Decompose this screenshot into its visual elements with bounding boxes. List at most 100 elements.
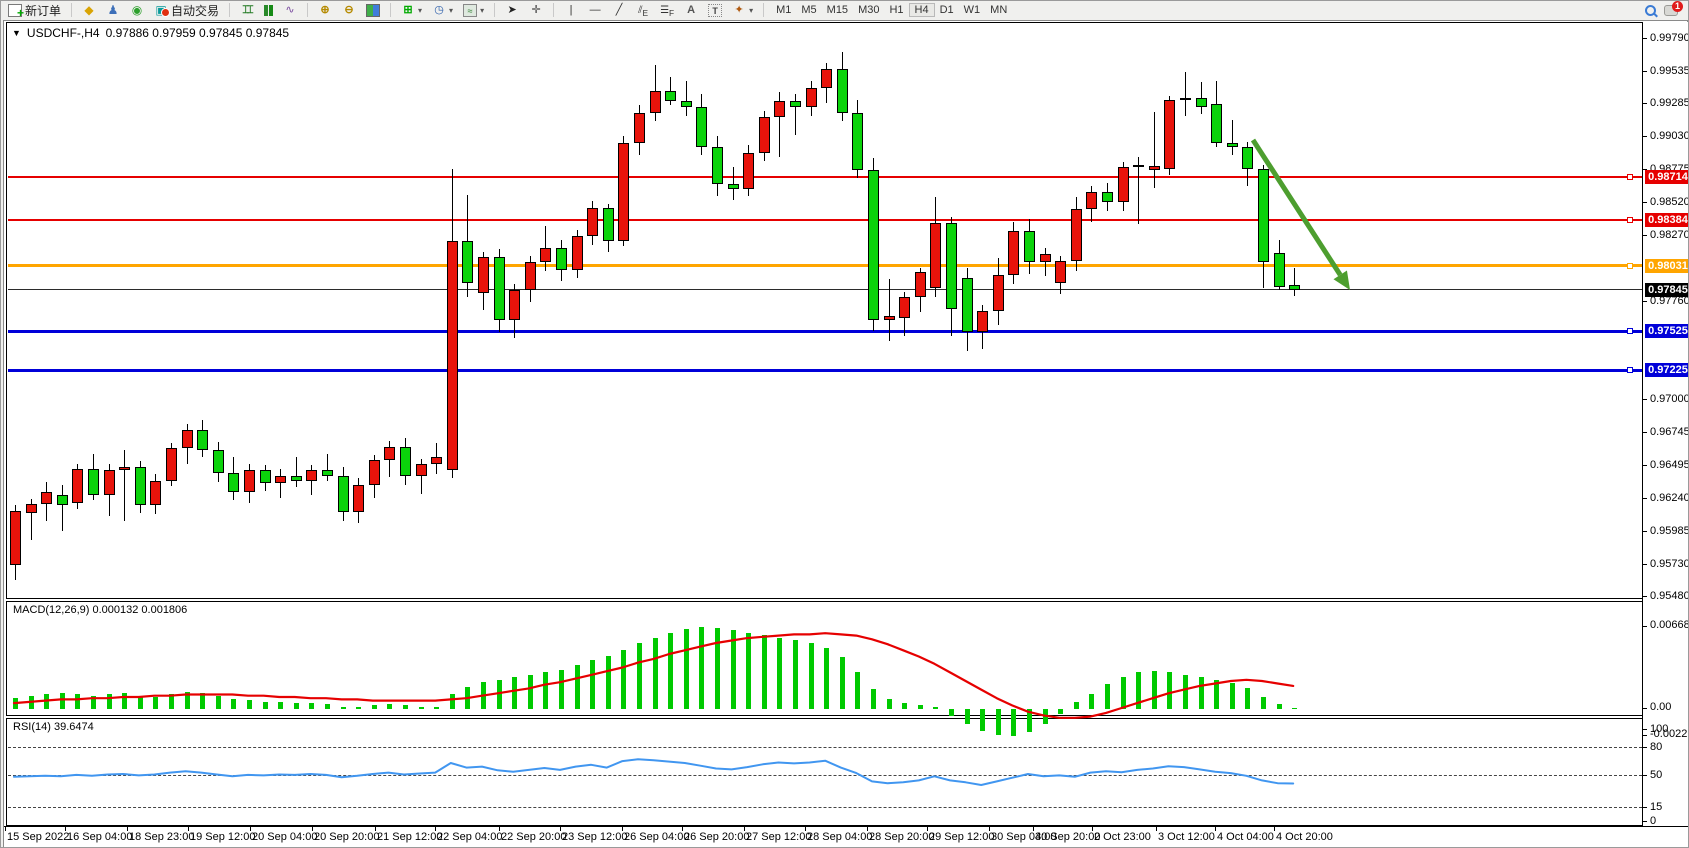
timeframe-button-H4[interactable]: H4 <box>908 3 935 17</box>
timeframe-button-M30[interactable]: M30 <box>858 4 880 16</box>
candle-bull <box>743 153 755 190</box>
candle-wick <box>61 484 63 532</box>
candle-bull <box>25 504 37 514</box>
candle-wick <box>779 92 781 158</box>
new-order-button[interactable]: 新订单 <box>5 2 64 20</box>
line-handle[interactable] <box>1627 217 1633 224</box>
vertical-line-tool-button[interactable]: | <box>561 2 581 18</box>
candle-wick <box>670 76 672 106</box>
candle-bear <box>462 241 474 283</box>
macd-histogram-bar <box>824 647 830 709</box>
rsi-panel[interactable]: RSI(14) 39.6474 <box>6 718 1643 826</box>
timeframe-button-H1[interactable]: H1 <box>889 4 904 16</box>
rsi-tick-label: 50 <box>1650 769 1663 781</box>
time-label: 21 Sep 12:00 <box>377 831 443 843</box>
crosshair-tool-button[interactable]: ✛ <box>526 2 546 18</box>
signal-icon: ◉ <box>131 2 143 17</box>
horizontal-line-0.98714[interactable] <box>8 176 1642 179</box>
bar-chart-button[interactable]: ⌶⌶ <box>237 2 257 18</box>
announcement-button[interactable]: ◆ <box>79 2 99 18</box>
signals-button[interactable]: ◉ <box>127 2 147 18</box>
horizontal-line-0.97225[interactable] <box>8 368 1642 372</box>
candle-bull <box>306 470 318 481</box>
zoom-out-button[interactable]: ⊖ <box>339 2 359 18</box>
macd-histogram-bar <box>527 674 533 709</box>
toolbar-separator <box>553 3 555 17</box>
price-tick <box>1643 169 1647 171</box>
tile-windows-button[interactable] <box>363 2 383 18</box>
candle-bull <box>478 256 489 294</box>
macd-histogram-bar <box>75 694 81 709</box>
macd-histogram-bar <box>481 682 486 709</box>
macd-histogram-bar <box>200 693 206 709</box>
notifications-icon[interactable]: 1 <box>1664 1 1683 16</box>
candle-bull <box>649 91 661 114</box>
time-label: 2 Oct 23:00 <box>1094 831 1151 843</box>
candle-bull <box>571 236 583 270</box>
macd-histogram-bar <box>1183 674 1188 709</box>
time-tick <box>1092 827 1093 831</box>
price-scale[interactable]: 0.997900.995350.992850.990300.987750.985… <box>1642 22 1689 827</box>
text-label-tool-button[interactable]: T <box>705 2 725 18</box>
periods-button[interactable]: ◷ ▾ <box>429 2 456 18</box>
time-label: 26 Sep 20:00 <box>684 831 750 843</box>
time-tick <box>250 827 251 831</box>
time-tick <box>1033 827 1034 831</box>
one-click-trading-toggle-icon[interactable]: ▼ <box>12 28 21 38</box>
candle-bear <box>696 106 708 147</box>
fibonacci-tool-button[interactable]: ☰F <box>657 2 677 18</box>
price-tick <box>1643 38 1647 39</box>
toolbar-separator <box>307 3 309 17</box>
timeframe-button-D1[interactable]: D1 <box>939 4 954 16</box>
zoom-out-icon: ⊖ <box>344 3 354 16</box>
line-chart-button[interactable]: ∿ <box>280 2 300 18</box>
macd-tick <box>1643 735 1647 737</box>
time-tick <box>435 827 436 831</box>
horizontal-line-0.97525[interactable] <box>8 329 1642 333</box>
candlestick-chart-button[interactable] <box>261 2 276 18</box>
horizontal-line-0.98031[interactable] <box>8 264 1642 268</box>
macd-histogram-bar <box>137 695 143 709</box>
macd-histogram-bar <box>980 709 986 732</box>
timeframe-button-M15[interactable]: M15 <box>826 4 849 16</box>
candle-bull <box>758 116 770 154</box>
macd-histogram-bar <box>995 709 1001 735</box>
time-scale[interactable]: 15 Sep 2022 16 Sep 04:00 18 Sep 23:00 19 Se… <box>4 826 1688 847</box>
horizontal-line-0.97845[interactable] <box>8 289 1642 291</box>
arrows-tool-button[interactable]: ✦ ▾ <box>729 2 756 18</box>
indicators-button[interactable]: ⊞ ▾ <box>398 2 425 18</box>
macd-histogram-bar <box>1292 707 1298 709</box>
price-tick-label: 0.96495 <box>1650 458 1689 471</box>
price-tick-label: 0.98520 <box>1650 196 1689 209</box>
zoom-in-button[interactable]: ⊕ <box>315 2 335 18</box>
time-label: 20 Sep 20:00 <box>314 831 380 843</box>
macd-panel[interactable]: MACD(12,26,9) 0.000132 0.001806 <box>6 601 1643 736</box>
timeframe-button-MN[interactable]: MN <box>990 4 1008 16</box>
time-label: 30 Sep 20:00 <box>1035 831 1101 843</box>
price-tick-label: 0.97000 <box>1650 393 1689 406</box>
price-tick <box>1643 530 1647 532</box>
profile-button[interactable]: ♟ <box>103 2 123 18</box>
line-handle[interactable] <box>1627 174 1633 181</box>
candle-bull <box>587 207 599 237</box>
auto-trading-button[interactable]: ▣ 自动交易 <box>151 2 222 18</box>
candle-wick <box>124 449 126 521</box>
search-icon[interactable] <box>1645 4 1656 16</box>
timeframe-button-W1[interactable]: W1 <box>963 4 981 16</box>
templates-button[interactable]: ≈ ▾ <box>460 2 487 18</box>
price-chart-panel[interactable] <box>6 22 1643 599</box>
price-badge-0.98031: 0.98031 <box>1645 258 1688 273</box>
line-handle[interactable] <box>1627 367 1633 374</box>
trendline-tool-button[interactable]: ╱ <box>609 2 629 18</box>
timeframe-button-M5[interactable]: M5 <box>801 4 817 16</box>
line-handle[interactable] <box>1627 262 1633 269</box>
channel-tool-button[interactable]: ⫽E <box>633 2 653 18</box>
chart-title: ▼ USDCHF-,H4 0.97886 0.97959 0.97845 0.9… <box>12 26 289 40</box>
line-handle[interactable] <box>1627 328 1633 335</box>
timeframe-button-M1[interactable]: M1 <box>776 4 792 16</box>
text-tool-button[interactable]: A <box>681 2 701 18</box>
horizontal-line-tool-button[interactable]: — <box>585 2 605 18</box>
macd-histogram-bar <box>106 694 112 709</box>
horizontal-line-0.98384[interactable] <box>8 219 1642 222</box>
cursor-tool-button[interactable]: ➤ <box>502 2 522 18</box>
